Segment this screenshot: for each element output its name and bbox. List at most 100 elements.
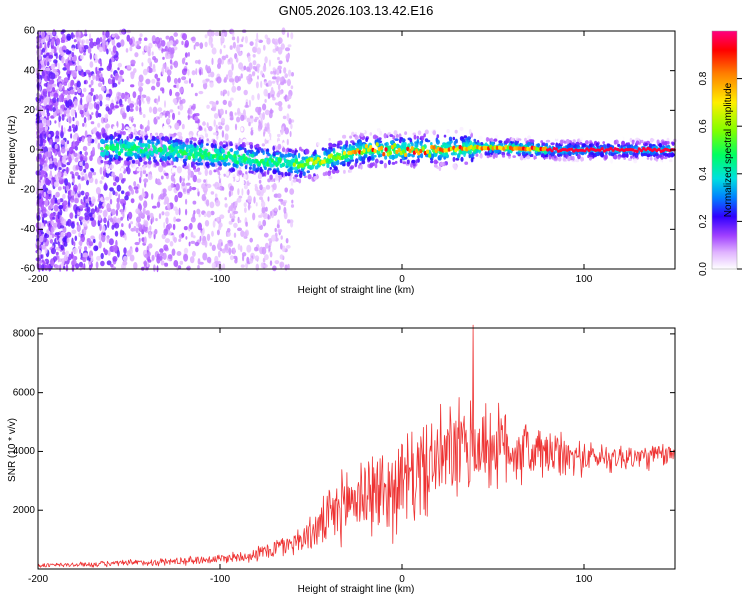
spectrogram-cell <box>145 96 151 102</box>
spectrogram-cell <box>193 148 198 154</box>
spectrogram-cell <box>182 174 186 179</box>
spectrogram-cell <box>262 112 265 120</box>
spectrogram-cell <box>438 165 442 172</box>
spectrogram-ridge-point <box>401 149 406 154</box>
spectrogram-cell <box>584 140 589 145</box>
spectrogram-cell <box>297 152 301 159</box>
spectrogram-cell <box>103 247 106 253</box>
spectrogram-cell <box>181 40 184 46</box>
spectrogram-cell <box>412 162 416 167</box>
spectrogram-cell <box>98 203 102 209</box>
spectrogram-cell <box>211 47 217 55</box>
spectrogram-cell <box>100 196 104 203</box>
spectrogram-cell <box>218 222 223 228</box>
spectrogram-cell <box>262 212 268 220</box>
spectrogram-cell <box>181 232 185 238</box>
spectrogram-cell <box>148 243 153 249</box>
spectrogram-cell <box>236 85 241 91</box>
spectrogram-cell <box>118 173 123 180</box>
spectrogram-cell <box>649 157 653 161</box>
spectrogram-cell <box>288 153 293 157</box>
spectrogram-cell <box>64 89 68 96</box>
spectrogram-cell <box>153 156 156 160</box>
spectrogram-cell <box>407 137 412 141</box>
spectrogram-cell <box>227 90 230 97</box>
spectrogram-cell <box>117 146 120 151</box>
spectrogram-cell <box>78 240 83 246</box>
spectrogram-cell <box>48 163 54 170</box>
spectrogram-cell <box>251 170 254 174</box>
spectrogram-cell <box>236 36 240 44</box>
spectrogram-cell <box>264 98 267 103</box>
spectrogram-ridge-point <box>373 148 377 154</box>
spectrogram-cell <box>217 250 221 258</box>
spectrogram-cell <box>649 143 653 149</box>
spectrogram-cell <box>568 134 573 141</box>
spectrogram-cell <box>270 71 274 75</box>
spectrogram-cell <box>116 249 120 258</box>
spectrogram-cell <box>65 185 70 192</box>
spectrogram-cell <box>67 218 72 227</box>
spectrogram-cell <box>203 213 207 218</box>
spectrogram-cell <box>164 156 168 162</box>
spectrogram-cell <box>94 53 98 60</box>
spectrogram-cell <box>192 200 197 205</box>
spectrogram-cell <box>42 213 48 218</box>
spectrogram-cell <box>86 238 91 243</box>
spectrogram-cell <box>199 69 202 76</box>
spectrogram-cell <box>221 38 225 43</box>
spectrogram-cell <box>501 154 506 158</box>
spectrogram-cell <box>54 137 60 143</box>
spectrogram-cell <box>42 184 47 193</box>
spectrogram-cell <box>325 150 330 156</box>
spectrogram-cell <box>62 85 65 92</box>
spectrogram-cell <box>355 158 359 164</box>
spectrogram-cell <box>228 190 232 198</box>
spectrogram-cell <box>274 44 277 48</box>
spectrogram-cell <box>93 245 99 252</box>
spectrogram-cell <box>161 66 165 75</box>
spectrogram-cell <box>273 140 276 144</box>
spectrogram-cell <box>610 158 613 164</box>
spectrogram-cell <box>187 69 190 76</box>
spectrogram-cell <box>254 246 259 252</box>
spectrogram-cell <box>59 264 62 272</box>
spectrogram-cell <box>106 65 112 72</box>
spectrogram-cell <box>269 251 273 258</box>
spectrogram-cell <box>151 51 154 56</box>
spectrogram-cell <box>88 252 92 258</box>
spectrogram-cell <box>216 216 220 222</box>
spectrogram-cell <box>206 256 212 263</box>
spectrogram-cell <box>240 73 243 79</box>
spectrogram-cell <box>126 141 131 145</box>
spectrogram-cell <box>190 83 194 88</box>
spectrogram-cell <box>84 246 88 251</box>
spectrogram-cell <box>155 132 159 136</box>
spectrogram-cell <box>269 260 273 266</box>
spectrogram-cell <box>187 168 192 176</box>
spectrogram-cell <box>122 211 125 219</box>
spectrogram-cell <box>40 169 45 178</box>
spectrogram-cell <box>60 130 64 139</box>
spectrogram-cell <box>65 264 69 272</box>
spectrogram-cell <box>346 161 351 167</box>
spectrogram-cell <box>342 144 346 149</box>
spectrogram-cell <box>393 167 398 172</box>
spectrogram-cell <box>58 94 63 103</box>
spectrogram-cell <box>84 215 90 221</box>
spectrogram-cell <box>345 158 350 162</box>
spectrogram-cell <box>80 201 86 205</box>
spectrogram-cell <box>109 164 114 170</box>
spectrogram-cell <box>198 90 204 95</box>
spectrogram-cell <box>37 181 41 189</box>
spectrogram-cell <box>167 162 171 166</box>
spectrogram-cell <box>300 184 304 188</box>
spectrogram-cell <box>78 261 84 268</box>
spectrogram-cell <box>78 104 81 111</box>
spectrogram-cell <box>138 37 142 42</box>
spectrogram-cell <box>59 216 64 223</box>
spectrogram-cell <box>70 133 73 139</box>
spectrogram-cell <box>112 190 116 196</box>
spectrogram-cell <box>54 120 57 124</box>
spectrogram-cell <box>285 53 290 61</box>
